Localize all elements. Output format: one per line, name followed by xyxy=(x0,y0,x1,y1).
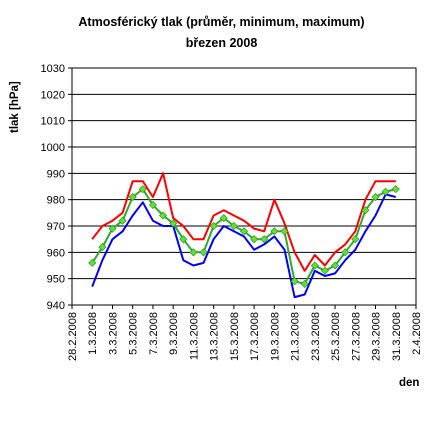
x-tick-label: 2.4.2008 xyxy=(411,312,423,355)
data-point xyxy=(88,258,97,267)
data-point xyxy=(351,235,360,244)
x-tick-label: 3.3.2008 xyxy=(107,312,119,355)
series-line-minimum xyxy=(91,193,397,299)
data-point xyxy=(209,221,218,231)
data-point xyxy=(310,261,319,270)
data-point xyxy=(331,261,340,270)
x-tick-label: 19.3.2008 xyxy=(269,312,281,361)
series-line-maximum xyxy=(91,172,396,272)
data-point xyxy=(260,235,269,244)
data-point xyxy=(290,277,299,286)
chart-subtitle: březen 2008 xyxy=(185,36,258,50)
x-tick-label: 13.3.2008 xyxy=(209,312,221,361)
x-tick-label: 28.2.2008 xyxy=(67,312,79,361)
y-tick-label: 990 xyxy=(47,168,65,180)
data-point xyxy=(128,193,137,202)
data-point xyxy=(250,235,259,244)
plot-frame xyxy=(71,67,417,306)
data-point xyxy=(159,211,168,220)
data-point xyxy=(300,279,309,288)
data-point xyxy=(179,235,188,244)
y-tick-label: 1000 xyxy=(41,142,65,154)
y-tick-label: 1030 xyxy=(41,63,65,75)
y-tick-label: 960 xyxy=(47,247,65,259)
x-tick-label: 29.3.2008 xyxy=(371,312,383,361)
chart-title: Atmosférický tlak (průměr, minimum, maxi… xyxy=(78,15,365,29)
data-point xyxy=(219,214,228,223)
y-tick-label: 1010 xyxy=(41,116,65,128)
y-tick-label: 980 xyxy=(47,195,65,207)
data-point xyxy=(371,193,380,202)
x-axis-label: den xyxy=(399,377,420,389)
x-tick-label: 25.3.2008 xyxy=(330,312,342,361)
data-point xyxy=(381,187,390,196)
data-point xyxy=(169,219,178,228)
data-point xyxy=(320,266,329,275)
x-tick-label: 17.3.2008 xyxy=(249,312,261,361)
data-point xyxy=(108,224,117,233)
y-tick-label: 1020 xyxy=(41,89,65,101)
x-tick-label: 1.3.2008 xyxy=(87,312,99,355)
y-tick-label: 950 xyxy=(47,274,65,286)
x-tick-label: 21.3.2008 xyxy=(290,312,302,361)
x-tick-label: 5.3.2008 xyxy=(128,312,140,355)
data-point xyxy=(138,185,147,194)
data-point xyxy=(361,206,370,215)
x-tick-label: 31.3.2008 xyxy=(391,312,403,361)
data-point xyxy=(270,227,279,236)
data-point xyxy=(98,243,107,252)
data-point xyxy=(148,200,157,209)
x-tick-label: 9.3.2008 xyxy=(168,312,180,355)
x-tick-label: 27.3.2008 xyxy=(350,312,362,361)
x-tick-label: 15.3.2008 xyxy=(229,312,241,361)
data-point xyxy=(118,216,127,225)
data-point xyxy=(199,248,208,257)
data-point xyxy=(239,227,249,236)
data-point xyxy=(391,185,400,194)
data-point xyxy=(341,248,350,257)
data-point xyxy=(189,248,198,257)
data-point xyxy=(229,221,238,231)
x-tick-label: 7.3.2008 xyxy=(148,312,160,355)
x-tick-label: 23.3.2008 xyxy=(310,312,322,361)
y-tick-label: 940 xyxy=(47,300,65,312)
data-point xyxy=(280,227,289,236)
y-tick-label: 970 xyxy=(47,221,65,233)
x-tick-label: 11.3.2008 xyxy=(188,312,200,360)
